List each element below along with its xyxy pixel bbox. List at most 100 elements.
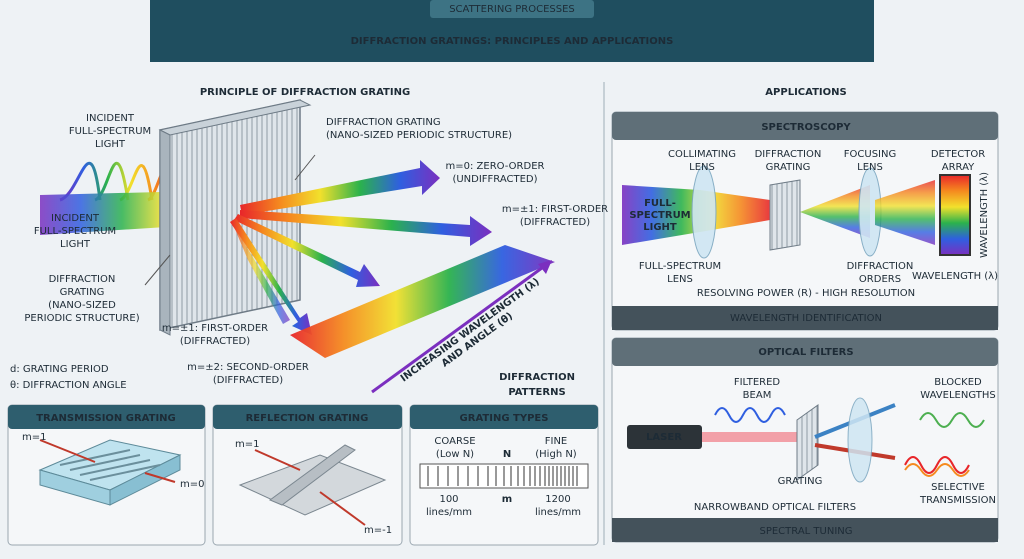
label: m=±2: SECOND-ORDER (DIFFRACTED) <box>187 362 309 386</box>
header-tag: SCATTERING PROCESSES <box>449 4 575 15</box>
label-line: FINE <box>545 436 568 447</box>
label-line: BEAM <box>743 390 772 401</box>
label: d: GRATING PERIOD θ: DIFFRACTION ANGLE <box>10 364 127 391</box>
label: 1200 lines/mm <box>535 494 581 518</box>
label-line: (Low N) <box>436 449 474 460</box>
label: m=0: ZERO-ORDER (UNDIFFRACTED) <box>446 161 545 185</box>
label-line: DIFFRACTION <box>49 274 116 285</box>
panel-footer: WAVELENGTH IDENTIFICATION <box>730 313 882 324</box>
panel-title: OPTICAL FILTERS <box>758 347 853 358</box>
label-line: DIFFRACTION <box>755 149 822 160</box>
label-line: m=±1: FIRST-ORDER <box>162 323 268 334</box>
header-title: DIFFRACTION GRATINGS: PRINCIPLES AND APP… <box>351 36 674 47</box>
label-line: GRATING <box>60 287 105 298</box>
label-line: WAVELENGTHS <box>920 390 995 401</box>
label-line: COARSE <box>434 436 475 447</box>
types-box <box>409 404 599 546</box>
label: COLLIMATING LENS <box>668 149 736 173</box>
label-line: FULL-SPECTRUM <box>639 261 721 272</box>
label-line: DETECTOR <box>931 149 985 160</box>
label-line: ARRAY <box>942 162 975 173</box>
filters-panel <box>611 337 999 543</box>
label: m=1 <box>235 439 259 450</box>
label: m=-1 <box>364 525 392 536</box>
reflection-box <box>212 404 403 546</box>
label: m=±1: FIRST-ORDER (DIFFRACTED) <box>502 204 608 228</box>
label: WAVELENGTH (λ) <box>912 271 998 282</box>
label-line: 1200 <box>545 494 570 505</box>
label: FINE (High N) <box>535 436 577 460</box>
label: DIFFRACTION ORDERS <box>847 261 914 285</box>
label: DIFFRACTION GRATING (NANO-SIZED PERIODIC … <box>326 117 512 141</box>
label-line: INCIDENT <box>86 113 135 124</box>
label: LASER <box>646 432 682 443</box>
transmission-box <box>7 404 206 546</box>
label-line: TRANSMISSION <box>919 495 996 506</box>
label-line: FULL-SPECTRUM <box>69 126 151 137</box>
label: INCIDENT FULL-SPECTRUM LIGHT <box>34 213 116 250</box>
label-line: FULL- <box>644 198 676 209</box>
label: 100 lines/mm <box>426 494 472 518</box>
principle-diagram <box>40 99 555 394</box>
label-line: FULL-SPECTRUM <box>34 226 116 237</box>
label-line: (DIFFRACTED) <box>213 375 283 386</box>
label: m=0 <box>180 479 204 490</box>
label-line: INCIDENT <box>51 213 100 224</box>
label: BLOCKED WAVELENGTHS <box>920 377 995 401</box>
label: N <box>503 449 511 460</box>
label-line: DIFFRACTION <box>847 261 914 272</box>
label-line: LENS <box>689 162 715 173</box>
label-line: LIGHT <box>95 139 126 150</box>
label: DIFFRACTION PATTERNS <box>499 372 575 398</box>
label-line: SPECTRUM <box>629 210 690 221</box>
label: GRATING <box>778 476 823 487</box>
label-line: LIGHT <box>643 222 677 233</box>
label-line: ORDERS <box>859 274 901 285</box>
label-line: SELECTIVE <box>931 482 985 493</box>
header <box>150 0 874 62</box>
label-line: FILTERED <box>734 377 781 388</box>
box-title: GRATING TYPES <box>460 413 549 424</box>
label-line: 100 <box>439 494 458 505</box>
label: SELECTIVE TRANSMISSION <box>919 482 996 506</box>
label: m=±1: FIRST-ORDER (DIFFRACTED) <box>162 323 268 347</box>
label-line: (UNDIFFRACTED) <box>452 174 537 185</box>
label-line: LENS <box>667 274 693 285</box>
label-line: m=0: ZERO-ORDER <box>446 161 545 172</box>
label-line: DIFFRACTION GRATING <box>326 117 441 128</box>
box-title: REFLECTION GRATING <box>246 413 369 424</box>
label-line: COLLIMATING <box>668 149 736 160</box>
label: FOCUSING LENS <box>844 149 896 173</box>
label-line: (DIFFRACTED) <box>180 336 250 347</box>
label-line: (NANO-SIZED PERIODIC STRUCTURE) <box>326 130 512 141</box>
label: INCIDENT FULL-SPECTRUM LIGHT <box>69 113 151 150</box>
label-line: GRATING <box>766 162 811 173</box>
label-line: lines/mm <box>426 507 472 518</box>
label-line: (NANO-SIZED <box>48 300 116 311</box>
section-title: PRINCIPLE OF DIFFRACTION GRATING <box>200 87 410 98</box>
label-line: m=±2: SECOND-ORDER <box>187 362 309 373</box>
label: DETECTOR ARRAY <box>931 149 985 173</box>
label-line: LENS <box>857 162 883 173</box>
label: DIFFRACTION GRATING (NANO-SIZED PERIODIC ST… <box>24 274 139 324</box>
panel-title: SPECTROSCOPY <box>761 122 851 133</box>
label-line: lines/mm <box>535 507 581 518</box>
label-line: DIFFRACTION <box>499 372 575 383</box>
label: RESOLVING POWER (R) - HIGH RESOLUTION <box>697 288 915 299</box>
label: m=1 <box>22 432 46 443</box>
panel-footer: SPECTRAL TUNING <box>759 526 852 537</box>
label: FILTERED BEAM <box>734 377 781 401</box>
label-line: LIGHT <box>60 239 91 250</box>
label-line: θ: DIFFRACTION ANGLE <box>10 380 127 391</box>
label: NARROWBAND OPTICAL FILTERS <box>694 502 856 513</box>
label-line: PERIODIC STRUCTURE) <box>24 313 139 324</box>
label-line: (DIFFRACTED) <box>520 217 590 228</box>
label-line: PATTERNS <box>508 387 565 398</box>
label: FULL-SPECTRUM LENS <box>639 261 721 285</box>
label: WAVELENGTH (λ) <box>979 172 990 258</box>
label-line: d: GRATING PERIOD <box>10 364 109 375</box>
label: DIFFRACTION GRATING <box>755 149 822 173</box>
label: FULL-SPECTRUM LIGHT <box>629 198 690 233</box>
label-line: m=±1: FIRST-ORDER <box>502 204 608 215</box>
